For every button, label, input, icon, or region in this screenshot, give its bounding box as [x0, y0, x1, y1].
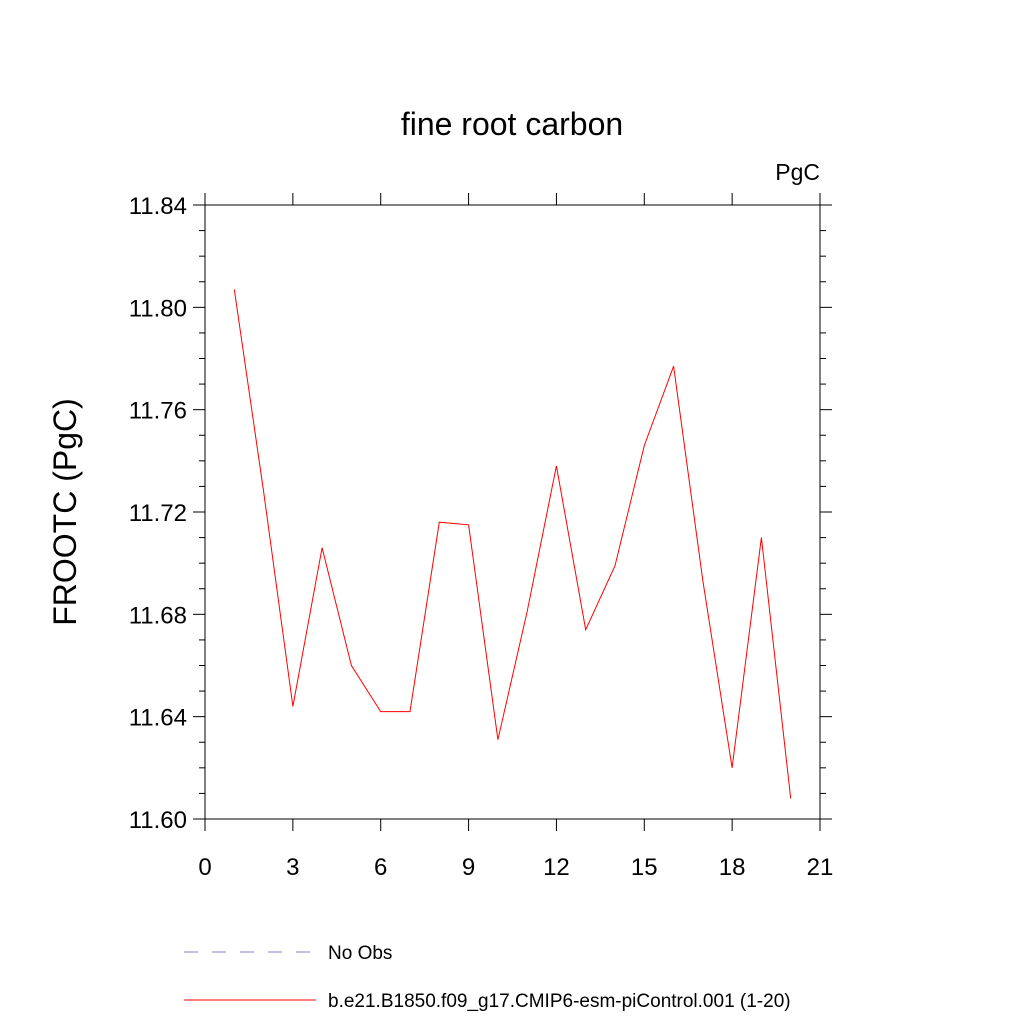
plot-frame	[204, 204, 821, 820]
x-tick-label: 9	[462, 854, 475, 881]
y-axis-label: FROOTC (PgC)	[47, 398, 83, 626]
legend-label: No Obs	[328, 943, 392, 964]
axis-ticks	[193, 193, 832, 831]
y-tick-label: 11.84	[129, 193, 187, 220]
y-tick-label: 11.68	[129, 602, 187, 629]
y-tick-label: 11.64	[129, 705, 187, 732]
y-tick-labels: 11.60 11.64 11.68 11.72 11.76 11.80 11.84	[129, 193, 187, 834]
x-tick-label: 12	[543, 854, 570, 881]
series-line	[233, 289, 792, 799]
x-tick-label: 21	[807, 854, 834, 881]
y-tick-label: 11.76	[129, 398, 187, 425]
x-tick-label: 15	[631, 854, 658, 881]
y-tick-label: 11.60	[129, 807, 187, 834]
chart-title: fine root carbon	[401, 106, 623, 142]
x-tick-label: 3	[286, 854, 299, 881]
series-layer	[233, 289, 792, 799]
x-tick-label: 18	[719, 854, 746, 881]
x-tick-labels: 0 3 6 9 12 15 18 21	[198, 854, 833, 881]
y-tick-label: 11.72	[129, 500, 187, 527]
legend: No Obs b.e21.B1850.f09_g17.CMIP6-esm-piCo…	[184, 943, 791, 1012]
y-tick-label: 11.80	[129, 295, 187, 322]
x-tick-label: 0	[198, 854, 211, 881]
x-tick-label: 6	[374, 854, 387, 881]
units-label: PgC	[775, 159, 820, 185]
legend-label: b.e21.B1850.f09_g17.CMIP6-esm-piControl.…	[328, 991, 791, 1012]
